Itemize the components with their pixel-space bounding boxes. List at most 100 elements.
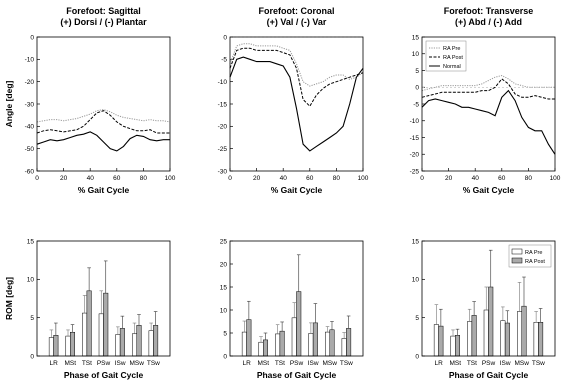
x-axis-label: % Gait Cycle [78,185,130,195]
series-line-ra-post [421,78,555,100]
category-label: PSw [482,360,496,367]
bar-ra-post [312,322,318,357]
y-tick-label: 0 [223,353,227,360]
bar-ra-post [438,325,444,357]
bar-ra-pre [500,320,506,357]
series-line-ra-pre [421,74,555,92]
y-tick-label: -15 [218,101,228,108]
x-axis-label: % Gait Cycle [271,185,323,195]
category-label: TSw [147,360,160,367]
category-label: LR [434,360,443,367]
y-tick-label: 5 [415,315,419,322]
panel-6: 0 5 10 15 LR MSt TSt PSw ISw MSw TSw RA Pre RA Post P… [412,238,556,380]
y-tick-label: -15 [410,135,420,142]
category-label: MSt [64,360,76,367]
category-label: LR [242,360,251,367]
bar-ra-pre [517,311,522,357]
category-label: ISw [308,360,319,367]
x-tick-label: 20 [60,175,68,182]
legend-label: RA Pre [525,250,542,256]
y-tick-label: -10 [218,79,228,86]
y-tick-label: -20 [410,152,420,159]
x-axis-label: % Gait Cycle [463,185,515,195]
y-tick-label: 25 [220,238,228,245]
bar-ra-pre [275,333,281,357]
series-line-ra-post [229,47,364,108]
y-tick-label: 15 [27,238,35,245]
y-tick-label: 5 [415,68,419,75]
bar-ra-post [504,322,510,357]
category-label: TSw [532,360,545,367]
series-line-normal [229,56,364,152]
chart-title: Forefoot: Coronal [259,6,335,16]
x-tick-label: 0 [35,175,39,182]
y-tick-label: 10 [412,51,420,58]
bar-ra-pre [82,312,88,357]
x-tick-label: 60 [113,175,121,182]
y-tick-label: -50 [25,146,35,153]
bar-ra-pre [483,309,489,357]
bar-ra-pre [341,338,347,357]
x-tick-label: 60 [498,175,506,182]
y-tick-label: 0 [30,353,34,360]
bar-ra-post [263,339,268,357]
y-tick-label: -5 [221,57,227,64]
x-tick-label: 60 [306,175,314,182]
chart-subtitle: (+) Abd / (-) Add [455,17,522,27]
y-tick-label: 0 [223,34,227,41]
y-tick-label: 0 [415,85,419,92]
category-label: PSw [290,360,304,367]
legend-swatch [511,248,523,255]
legend-label: RA Post [443,55,463,61]
panel-2: Forefoot: Coronal(+) Val / (-) Var 0 -5 -10… [218,6,369,195]
x-tick-label: 20 [445,175,453,182]
y-tick-label: 10 [412,277,420,284]
y-axis-label: Angle [deg] [4,80,14,127]
bar-ra-pre [148,330,154,357]
series-line-ra-post [36,110,170,134]
bar-ra-pre [433,324,439,357]
x-tick-label: 80 [525,175,533,182]
y-tick-label: -25 [218,146,228,153]
y-tick-label: -40 [25,124,35,131]
panel-3: Forefoot: Transverse(+) Abd / (-) Add 15 1… [410,6,561,195]
category-label: TSt [467,360,477,367]
bar-ra-post [455,335,460,357]
x-axis-label: Phase of Gait Cycle [449,370,529,380]
legend-label: RA Pre [443,46,460,52]
category-label: TSt [275,360,285,367]
y-tick-label: -60 [25,168,35,175]
series-line-normal [36,131,170,152]
chart-title: Forefoot: Sagittal [66,6,141,16]
y-tick-label: -5 [413,101,419,108]
y-tick-label: -25 [410,168,420,175]
bar-ra-post [53,335,59,357]
x-tick-label: 40 [472,175,480,182]
x-tick-label: 0 [420,175,424,182]
category-label: TSw [340,360,353,367]
bar-ra-pre [291,317,297,357]
bar-ra-pre [241,331,247,357]
category-label: MSw [130,360,145,367]
plot-frame [421,36,556,172]
plot-frame [229,36,364,172]
bar-ra-pre [258,341,264,357]
bar-ra-pre [65,335,71,357]
bar-ra-post [329,329,335,357]
bar-ra-post [103,292,109,357]
y-tick-label: -30 [25,101,35,108]
x-tick-label: 80 [140,175,148,182]
y-tick-label: 15 [220,284,228,291]
y-tick-label: 0 [415,353,419,360]
bar-ra-pre [48,337,54,357]
bar-ra-post [471,315,477,357]
legend-swatch [511,257,523,264]
x-tick-label: 40 [87,175,95,182]
x-axis-label: Phase of Gait Cycle [257,370,337,380]
bar-ra-post [153,325,159,357]
bar-ra-post [70,331,75,357]
bar-ra-pre [467,321,473,357]
plot-frame [421,240,556,357]
